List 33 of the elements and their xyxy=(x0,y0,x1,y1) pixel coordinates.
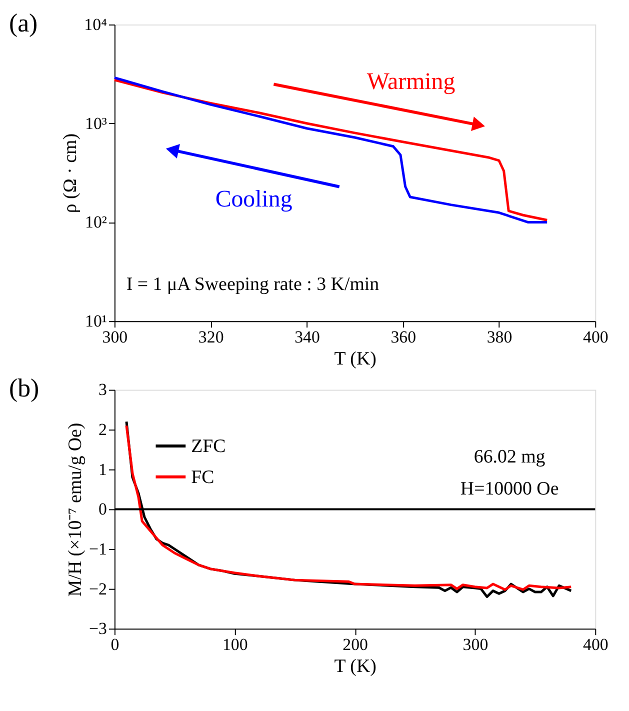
x-tick-label: 320 xyxy=(198,327,224,346)
x-axis-title: T (K) xyxy=(334,656,376,677)
annotation: H=10000 Oe xyxy=(460,478,559,500)
x-tick-label: 340 xyxy=(294,327,320,346)
legend-label: FC xyxy=(191,466,214,488)
annotation: 66.02 mg xyxy=(474,446,546,468)
y-axis-title: M/H (×10⁻⁷ emu/g Oe) xyxy=(65,422,86,597)
x-tick-label: 200 xyxy=(342,635,368,654)
annotation: I = 1 μA Sweeping rate : 3 K/min xyxy=(126,274,380,296)
y-axis-title: ρ (Ω · cm) xyxy=(60,134,82,214)
annotation: Warming xyxy=(366,69,456,96)
x-tick-label: 400 xyxy=(582,635,608,654)
y-tick-label: 10³ xyxy=(85,114,107,133)
x-tick-label: 0 xyxy=(110,635,120,654)
y-tick-label: −1 xyxy=(88,539,107,558)
text: (b) xyxy=(8,374,40,403)
y-tick-label: 1 xyxy=(98,460,107,479)
x-tick-label: 100 xyxy=(222,635,248,654)
y-tick-label: 10² xyxy=(85,212,107,232)
y-tick-label: −2 xyxy=(88,579,107,598)
x-tick-label: 400 xyxy=(582,327,608,346)
x-tick-label: 380 xyxy=(486,327,512,346)
y-tick-label: 3 xyxy=(98,380,107,400)
annotation: Cooling xyxy=(215,186,292,213)
text: (a) xyxy=(8,8,38,38)
y-tick-label: 10⁴ xyxy=(84,14,108,34)
x-tick-label: 300 xyxy=(462,635,488,654)
legend-label: ZFC xyxy=(191,436,226,457)
x-axis-title: T (K) xyxy=(334,348,376,370)
y-tick-label: −3 xyxy=(88,619,107,638)
y-tick-label: 2 xyxy=(98,420,107,440)
x-tick-label: 360 xyxy=(390,327,416,346)
y-tick-label: 0 xyxy=(98,500,107,519)
